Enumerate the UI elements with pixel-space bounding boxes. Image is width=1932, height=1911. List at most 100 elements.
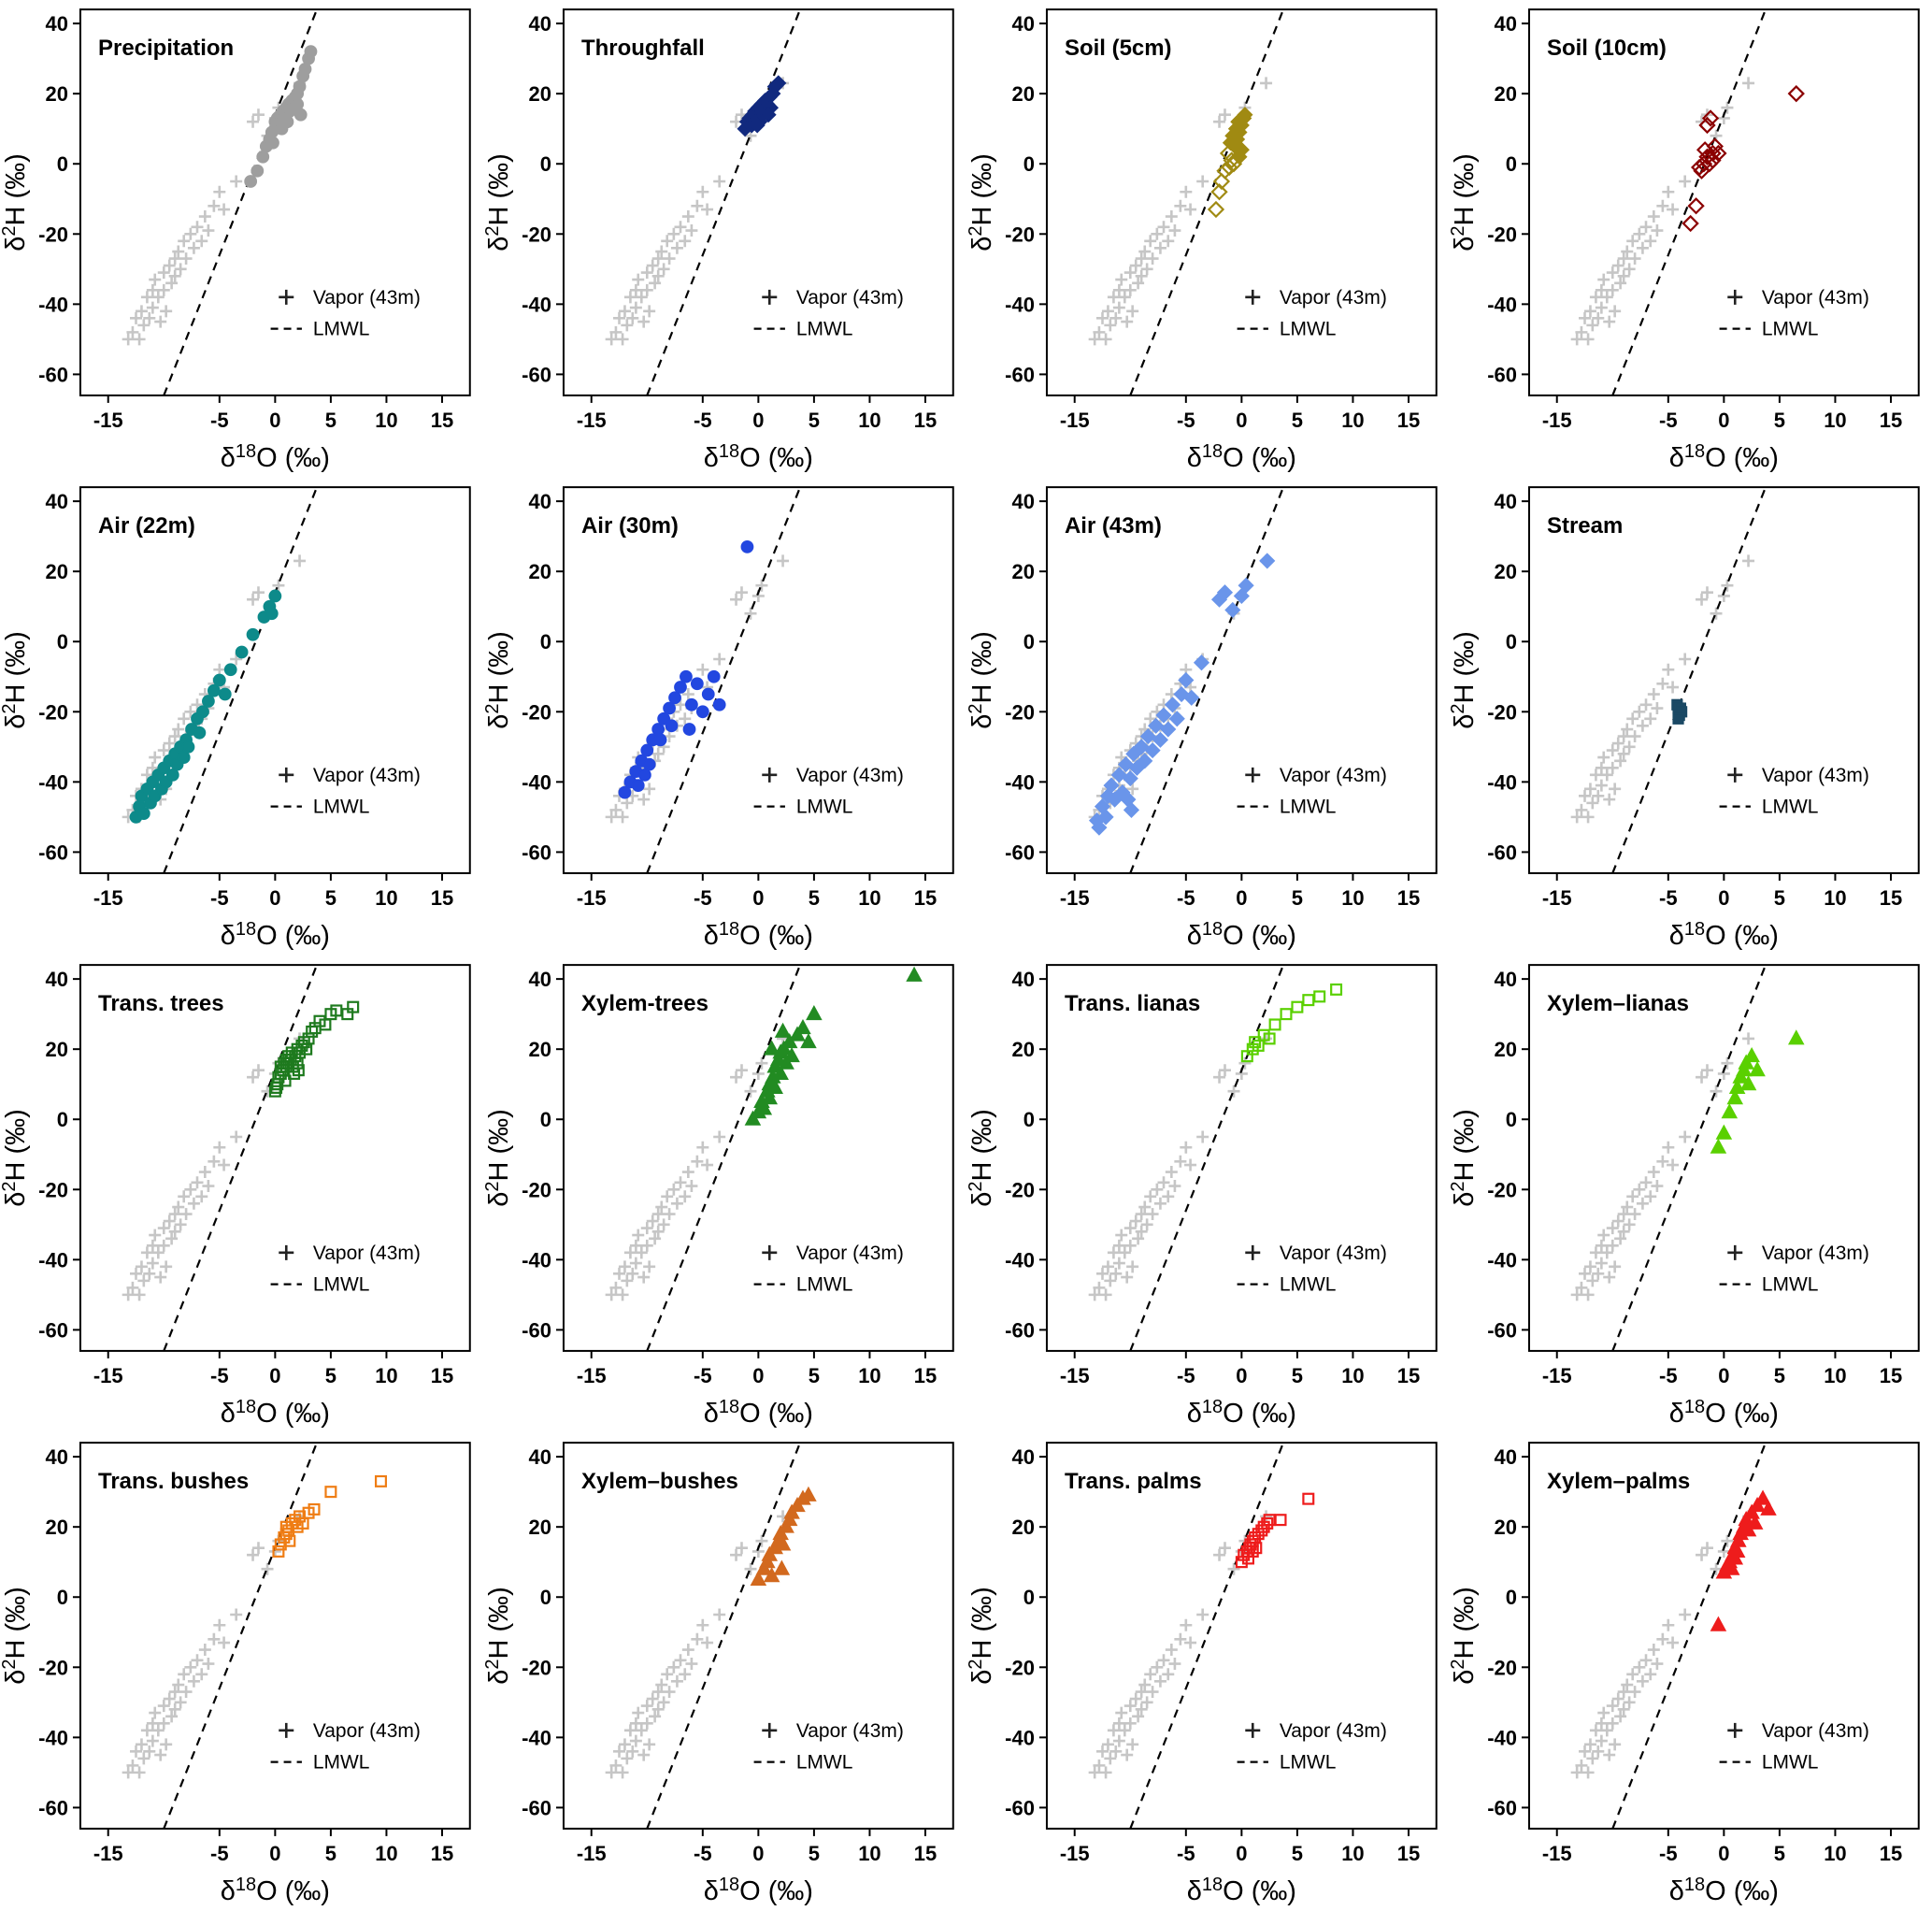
y-axis: 40 20 0 -20 -40 -60 <box>1005 1445 1047 1819</box>
svg-text:-20: -20 <box>522 1656 551 1679</box>
y-axis-label: δ2H (‰) <box>0 1109 31 1206</box>
legend-vapor-symbol <box>279 1722 294 1738</box>
panel-xylem-trees: -15 -5 0 5 10 15 40 20 0 -20 -40 -60 δ18O (‰) δ2H (‰)… <box>483 964 954 1429</box>
svg-text:10: 10 <box>1341 886 1364 910</box>
x-axis: -15 -5 0 5 10 15 <box>1059 1350 1420 1387</box>
x-axis: -15 -5 0 5 10 15 <box>1059 1828 1420 1865</box>
lmwl-line <box>163 964 319 1352</box>
lmwl-line <box>646 964 801 1352</box>
vapor-points <box>122 77 307 346</box>
svg-text:-5: -5 <box>694 886 712 910</box>
series-stream-0 <box>1671 698 1688 725</box>
svg-text:0: 0 <box>269 409 280 432</box>
legend-lmwl-label: LMWL <box>313 1752 370 1774</box>
series-air-22m-0 <box>129 589 282 824</box>
svg-text:20: 20 <box>1495 1038 1517 1061</box>
svg-text:10: 10 <box>375 409 397 432</box>
y-axis: 40 20 0 -20 -40 -60 <box>1487 968 1530 1342</box>
svg-text:15: 15 <box>914 1364 937 1387</box>
x-axis: -15 -5 0 5 10 15 <box>93 872 453 910</box>
svg-text:-20: -20 <box>1487 1178 1517 1201</box>
svg-text:40: 40 <box>1011 490 1034 513</box>
y-axis-label: δ2H (‰) <box>483 153 514 251</box>
svg-text:10: 10 <box>1341 1364 1364 1387</box>
svg-text:0: 0 <box>752 409 764 432</box>
x-axis-label: δ18O (‰) <box>221 1397 330 1429</box>
svg-text:-15: -15 <box>93 1842 123 1865</box>
legend-vapor-label: Vapor (43m) <box>313 287 421 309</box>
y-axis-label: δ2H (‰) <box>966 153 997 251</box>
series-xylem-palms-0 <box>1710 1489 1778 1631</box>
legend: Vapor (43m) LMWL <box>270 765 421 818</box>
legend: Vapor (43m) LMWL <box>753 1243 904 1296</box>
svg-text:10: 10 <box>858 886 880 910</box>
x-axis-label: δ18O (‰) <box>221 1875 330 1906</box>
svg-text:-15: -15 <box>1059 409 1089 432</box>
svg-text:-20: -20 <box>1005 700 1035 724</box>
plot-box <box>1528 1442 1921 1830</box>
vapor-points <box>605 1510 789 1779</box>
svg-text:-5: -5 <box>694 1842 712 1865</box>
svg-text:-15: -15 <box>1059 1364 1089 1387</box>
y-axis: 40 20 0 -20 -40 -60 <box>522 968 564 1342</box>
svg-text:-40: -40 <box>1005 293 1035 316</box>
svg-text:-15: -15 <box>577 1842 607 1865</box>
legend-vapor-label: Vapor (43m) <box>796 287 904 309</box>
svg-text:20: 20 <box>528 1516 551 1539</box>
x-axis: -15 -5 0 5 10 15 <box>93 395 453 432</box>
svg-text:0: 0 <box>1236 886 1247 910</box>
svg-text:10: 10 <box>1824 409 1846 432</box>
svg-text:20: 20 <box>1495 82 1517 106</box>
series-air-30m-0 <box>618 540 754 799</box>
y-axis-label: δ2H (‰) <box>1449 631 1480 729</box>
svg-text:20: 20 <box>1011 560 1034 583</box>
svg-text:-15: -15 <box>577 409 607 432</box>
svg-text:-40: -40 <box>38 1726 68 1749</box>
svg-text:-20: -20 <box>522 223 551 246</box>
svg-text:0: 0 <box>269 1364 280 1387</box>
x-axis-label: δ18O (‰) <box>703 1875 812 1906</box>
plot-box <box>1528 964 1921 1352</box>
svg-text:5: 5 <box>809 886 820 910</box>
panel-title: Trans. lianas <box>1065 991 1200 1016</box>
panel-soil-5cm: -15 -5 0 5 10 15 40 20 0 -20 -40 -60 δ18O (‰) δ2H (‰)… <box>966 8 1438 473</box>
legend: Vapor (43m) LMWL <box>270 1720 421 1774</box>
svg-text:20: 20 <box>528 82 551 106</box>
legend-vapor-label: Vapor (43m) <box>796 1720 904 1742</box>
y-axis-label: δ2H (‰) <box>483 1109 514 1206</box>
x-axis-label: δ18O (‰) <box>1186 441 1295 473</box>
series-trans-palms-0 <box>1235 1492 1314 1569</box>
svg-text:5: 5 <box>1774 1842 1785 1865</box>
legend-vapor-symbol <box>1727 1244 1743 1260</box>
plot-box <box>562 964 954 1352</box>
legend-lmwl-label: LMWL <box>313 319 370 340</box>
panel-title: Precipitation <box>98 36 234 61</box>
svg-text:40: 40 <box>528 1445 551 1469</box>
legend-vapor-symbol <box>762 1244 778 1260</box>
legend-lmwl-label: LMWL <box>796 797 853 818</box>
vapor-points <box>1570 77 1755 346</box>
svg-text:10: 10 <box>858 409 880 432</box>
vapor-points <box>1088 1510 1272 1779</box>
svg-text:20: 20 <box>1011 1038 1034 1061</box>
svg-text:-60: -60 <box>1487 1318 1517 1342</box>
svg-text:15: 15 <box>1396 886 1419 910</box>
svg-text:-5: -5 <box>1659 1842 1678 1865</box>
lmwl-line <box>1611 964 1767 1352</box>
panel-trans-palms: -15 -5 0 5 10 15 40 20 0 -20 -40 -60 δ18O (‰) δ2H (‰)… <box>966 1442 1438 1906</box>
svg-text:-5: -5 <box>210 1842 229 1865</box>
svg-text:15: 15 <box>914 886 937 910</box>
panel-air-43m: -15 -5 0 5 10 15 40 20 0 -20 -40 -60 δ18O (‰) δ2H (‰)… <box>966 486 1438 951</box>
y-axis: 40 20 0 -20 -40 -60 <box>38 968 80 1342</box>
svg-text:-20: -20 <box>38 700 68 724</box>
y-axis-label: δ2H (‰) <box>1449 1587 1480 1684</box>
legend-vapor-label: Vapor (43m) <box>1279 1243 1386 1264</box>
x-axis: -15 -5 0 5 10 15 <box>1542 1828 1902 1865</box>
lmwl-line <box>163 8 319 396</box>
legend-vapor-label: Vapor (43m) <box>1762 1720 1869 1742</box>
svg-text:40: 40 <box>1495 490 1517 513</box>
panel-xylem-palms: -15 -5 0 5 10 15 40 20 0 -20 -40 -60 δ18O (‰) δ2H (‰)… <box>1449 1442 1921 1906</box>
lmwl-line <box>646 1442 801 1830</box>
panel-trans-lianas: -15 -5 0 5 10 15 40 20 0 -20 -40 -60 δ18O (‰) δ2H (‰)… <box>966 964 1438 1429</box>
